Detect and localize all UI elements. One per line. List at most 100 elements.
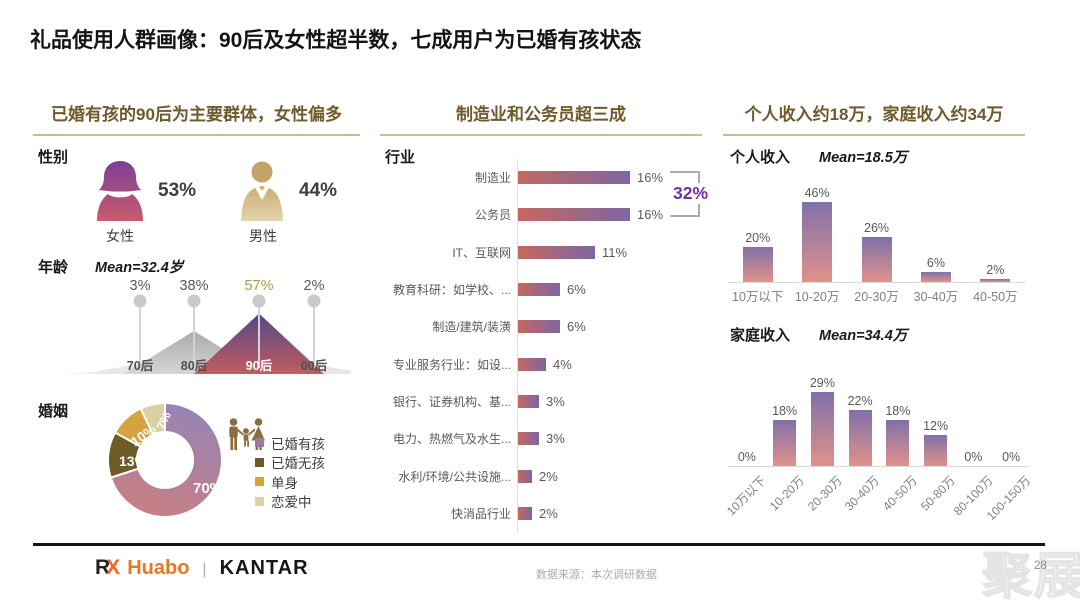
income-col: 18% [879,404,917,466]
legend-label: 恋爱中 [271,495,312,511]
industry-row: 制造/建筑/装潢 6% [380,308,702,346]
x-label: 10万以下 [732,290,784,304]
x-label-cell: 40-50万 [879,468,920,516]
income-bar [773,420,797,466]
legend-item: 已婚有孩 [255,433,325,453]
rx-logo: R [95,556,111,579]
female-icon [95,160,145,227]
income-bar [924,435,948,466]
legend-marker [255,457,264,467]
industry-value: 3% [546,431,565,447]
industry-row: 快消品行业 2% [380,494,702,532]
x-label-cell: 100-150万 [984,468,1034,523]
age-category-label: 90后 [246,358,273,373]
income-col: 20% [728,231,787,282]
industry-barzone: 3% [517,420,702,458]
legend-label: 单身 [271,475,298,491]
industry-category-label: 制造业 [474,171,511,186]
male-value: 44% [299,180,338,201]
age-section-label: 年龄 [38,259,69,276]
x-label: 40-50万 [973,290,1018,304]
income-value: 26% [864,221,890,235]
x-label: 10-20万 [794,290,840,304]
industry-bar-chart: 制造业 16% 公务员 16% IT、互联网 11% 教育科研：如学校、... 6% 制造/建筑… [380,159,702,532]
industry-barzone: 6% [517,308,702,346]
income-col: 18% [766,404,804,466]
age-distribution-chart: 3% 70后 38% 80后 57% 90后 2% 00后 [61,278,351,374]
income-value: 2% [986,263,1005,277]
male-label: 男性 [249,228,277,244]
legend-item: 恋爱中 [255,492,325,512]
industry-barzone: 11% [517,233,702,271]
legend-label: 已婚有孩 [271,436,325,452]
x-label-cell: 20-30万 [804,468,844,516]
industry-row: 银行、证券机构、基... 3% [380,382,702,421]
industry-value: 16% [637,170,664,186]
industry-row: 教育科研：如学校、... 6% [380,270,702,309]
marriage-slice-value: 13% [119,453,148,469]
industry-value: 2% [539,505,558,521]
logo-separator: | [202,561,207,578]
income-bar [810,392,834,466]
age-lollipop-dot [252,294,266,308]
male-icon [239,160,285,227]
industry-bar [518,469,532,483]
family-income-chart: 0% 18% 29% 22% 18% 12% 0% 0% [728,362,1030,467]
income-bar [980,279,1011,282]
family-icon [227,418,265,457]
income-bar [848,410,872,466]
income-col: 0% [955,450,993,466]
personal-income-section-label: 个人收入 [730,149,791,166]
x-label: 10万以下 [724,473,770,519]
x-label: 20-30万 [854,290,899,304]
industry-barzone: 16% [517,159,702,197]
income-bar [802,202,833,282]
industry-value: 3% [546,393,565,409]
industry-value: 4% [553,356,572,372]
industry-bar [518,208,630,222]
age-category-label: 80后 [181,358,208,373]
industry-barzone: 2% [517,457,702,495]
panel-left-header: 已婚有孩的90后为主要群体，女性偏多 [33,100,360,136]
age-value: 57% [244,278,273,294]
industry-value: 11% [602,244,628,260]
legend-item: 单身 [255,472,325,492]
income-bar [920,272,951,282]
income-col: 46% [787,186,846,282]
age-lollipop-dot [187,294,201,308]
income-value: 18% [772,404,798,418]
industry-barzone: 2% [517,494,702,532]
female-value: 53% [158,180,197,201]
industry-barzone: 4% [517,345,702,383]
family-income-x-labels: 10万以下 10-20万 20-30万 30-40万 40-50万 50-80万 80-10… [724,468,1034,523]
panel-demographics: 已婚有孩的90后为主要群体，女性偏多 性别 53% 女性 [33,100,360,560]
marriage-legend: 已婚有孩 已婚无孩 单身 恋爱中 [255,433,325,511]
income-col: 0% [992,450,1030,466]
marriage-slice-value: 70% [193,480,224,497]
income-bar [742,247,773,282]
industry-category-label: 专业服务行业：如设... [392,357,511,372]
personal-income-mean-label: Mean=18.5万 [819,150,908,166]
x-label: 40-50万 [879,473,921,514]
age-value: 38% [179,278,208,294]
industry-category-label: 水利/环境/公共设施... [398,469,511,484]
industry-value: 6% [567,282,586,298]
income-value: 12% [923,419,949,433]
legend-marker [255,496,264,506]
industry-row: 制造业 16% [380,159,702,197]
income-col: 26% [847,221,906,282]
income-value: 22% [847,394,873,408]
personal-income-chart: 20% 46% 26% 6% 2% [728,180,1025,283]
x-label-cell: 30-40万 [841,468,882,516]
x-label: 10-20万 [766,473,807,514]
age-lollipop-dot [307,294,321,308]
industry-bar [518,506,532,520]
age-value: 3% [130,278,151,294]
income-value: 46% [804,186,830,200]
industry-row: IT、互联网 11% [380,233,702,271]
footer-divider [33,543,1045,546]
income-value: 0% [1002,450,1021,464]
kantar-logo: KANTAR [219,557,309,579]
